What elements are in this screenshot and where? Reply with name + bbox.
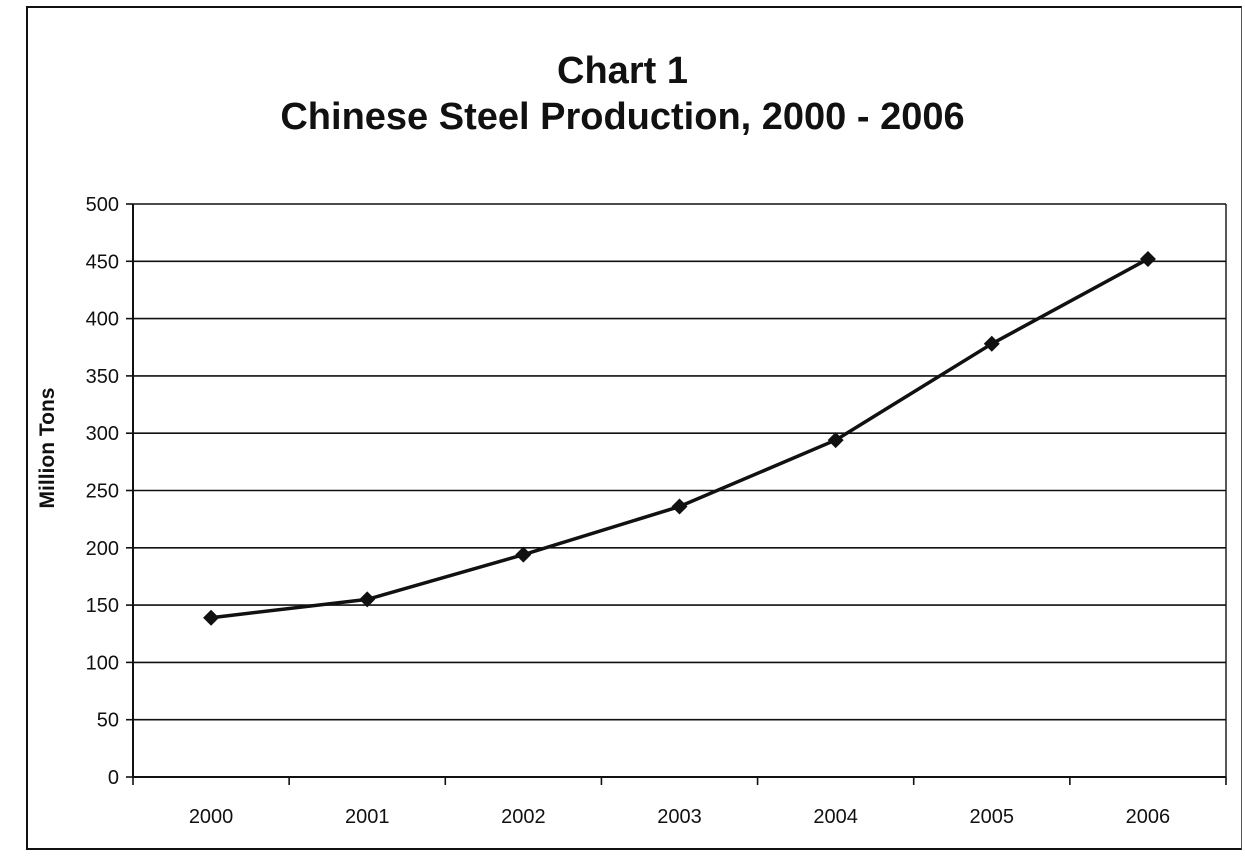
x-tick-label: 2002	[501, 806, 546, 828]
x-tick-label: 2006	[1126, 806, 1171, 828]
y-tick-label: 200	[86, 538, 119, 560]
axes	[126, 203, 1227, 785]
y-tick-label: 350	[86, 366, 119, 388]
y-tick-label: 500	[86, 194, 119, 216]
series-line	[203, 251, 1156, 626]
x-tick-label: 2001	[345, 806, 390, 828]
y-tick-label: 150	[86, 595, 119, 617]
x-tick-label: 2003	[657, 806, 702, 828]
x-tick-label: 2005	[970, 806, 1015, 828]
y-tick-label: 300	[86, 423, 119, 445]
x-tick-label: 2000	[189, 806, 234, 828]
chart-title: Chart 1	[557, 50, 688, 92]
y-tick-labels: 0 50 100 150 200 250 300 350 400 450 500	[86, 194, 119, 789]
gridlines	[133, 203, 1226, 721]
y-tick-label: 400	[86, 309, 119, 331]
data-point-marker	[359, 591, 376, 608]
chart-subtitle: Chinese Steel Production, 2000 - 2006	[280, 96, 965, 138]
data-point-marker	[1139, 251, 1156, 268]
x-tick-label: 2004	[813, 806, 858, 828]
data-point-marker	[671, 498, 688, 515]
chart-frame	[26, 6, 1242, 850]
data-point-marker	[203, 609, 220, 626]
y-tick-label: 50	[97, 710, 119, 732]
y-tick-label: 100	[86, 652, 119, 674]
y-tick-label: 250	[86, 481, 119, 503]
series-line-0	[210, 257, 1149, 620]
y-tick-label: 450	[86, 251, 119, 273]
data-point-marker	[515, 546, 532, 563]
y-axis-label: Million Tons	[36, 388, 59, 509]
data-point-marker	[983, 335, 1000, 352]
data-point-marker	[827, 432, 844, 449]
y-tick-label: 0	[108, 767, 119, 789]
x-tick-labels: 2000 2001 2002 2003 2004 2005 2006	[189, 806, 1170, 828]
